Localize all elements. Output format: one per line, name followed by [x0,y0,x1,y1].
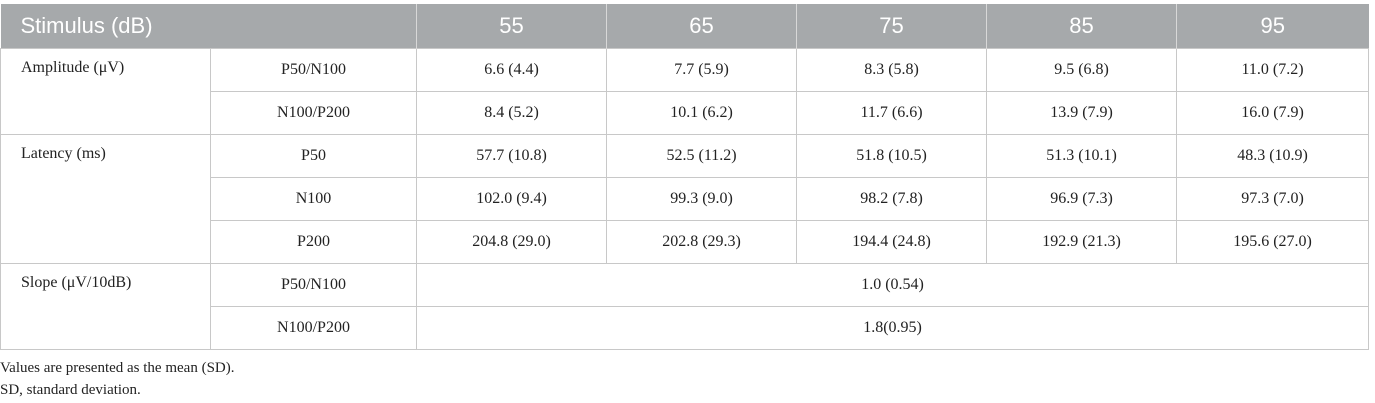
value-cell: 11.0 (7.2) [1176,48,1370,92]
value-cell: 194.4 (24.8) [796,220,988,264]
value-cell: 204.8 (29.0) [416,220,608,264]
footnote: SD, standard deviation. [0,382,141,398]
value-cell: 98.2 (7.8) [796,177,988,221]
value-cell: 48.3 (10.9) [1176,134,1370,178]
value-cell: 6.6 (4.4) [416,48,608,92]
header-cell: 75 [796,4,987,49]
value-cell: 51.8 (10.5) [796,134,988,178]
value-cell: 1.8(0.95) [416,306,1370,350]
value-cell: 13.9 (7.9) [986,91,1178,135]
table-row: N100/P200 1.8(0.95) [1,306,1370,350]
data-table: Stimulus (dB) 55 65 75 85 95 Amplitude (μV) P5… [0,4,1370,350]
value-cell: 102.0 (9.4) [416,177,608,221]
table-row: N100 102.0 (9.4) 99.3 (9.0) 98.2 (7.8) 96.9 … [1,177,1370,221]
group-label: Amplitude (μV) [0,48,211,135]
value-cell: 96.9 (7.3) [986,177,1178,221]
header-cell: 85 [986,4,1177,49]
table-row: Latency (ms) P50 57.7 (10.8) 52.5 (11.2) 51.… [0,134,1370,264]
value-cell: 9.5 (6.8) [986,48,1178,92]
group-label: Slope (μV/10dB) [0,263,211,350]
row-label: P50 [209,134,418,178]
value-cell: 195.6 (27.0) [1176,220,1370,264]
value-cell: 192.9 (21.3) [986,220,1178,264]
value-cell: 11.7 (6.6) [796,91,988,135]
value-cell: 99.3 (9.0) [606,177,798,221]
header-cell: 55 [416,4,607,49]
value-cell: 97.3 (7.0) [1176,177,1370,221]
value-cell: 57.7 (10.8) [416,134,608,178]
value-cell: 10.1 (6.2) [606,91,798,135]
header-cell: 95 [1176,4,1369,49]
table-row: N100/P200 8.4 (5.2) 10.1 (6.2) 11.7 (6.6) 13… [1,91,1370,135]
row-label: P50/N100 [209,263,418,307]
value-cell: 202.8 (29.3) [606,220,798,264]
value-cell: 51.3 (10.1) [986,134,1178,178]
value-cell: 7.7 (5.9) [606,48,798,92]
header-cell: 65 [606,4,797,49]
row-label: P50/N100 [209,48,418,92]
table-body: Amplitude (μV) P50/N100 6.6 (4.4) 7.7 (5.9)… [0,48,1370,350]
table-row: P200 204.8 (29.0) 202.8 (29.3) 194.4 (24.8)… [1,220,1370,264]
footnote: Values are presented as the mean (SD). [0,360,235,376]
row-label: N100/P200 [209,306,418,350]
table-row: Amplitude (μV) P50/N100 6.6 (4.4) 7.7 (5.9)… [0,48,1370,135]
value-cell: 16.0 (7.9) [1176,91,1370,135]
value-cell: 8.4 (5.2) [416,91,608,135]
value-cell: 1.0 (0.54) [416,263,1370,307]
row-label: N100/P200 [209,91,418,135]
header-row: Stimulus (dB) 55 65 75 85 95 [0,4,1369,49]
row-label: N100 [209,177,418,221]
group-label: Latency (ms) [0,134,211,264]
footnotes: Values are presented as the mean (SD). SD… [0,357,235,401]
value-cell: 52.5 (11.2) [606,134,798,178]
header-cell: Stimulus (dB) [0,4,417,49]
table-row: Slope (μV/10dB) P50/N100 1.0 (0.54) [0,263,1370,350]
value-cell: 8.3 (5.8) [796,48,988,92]
row-label: P200 [209,220,418,264]
